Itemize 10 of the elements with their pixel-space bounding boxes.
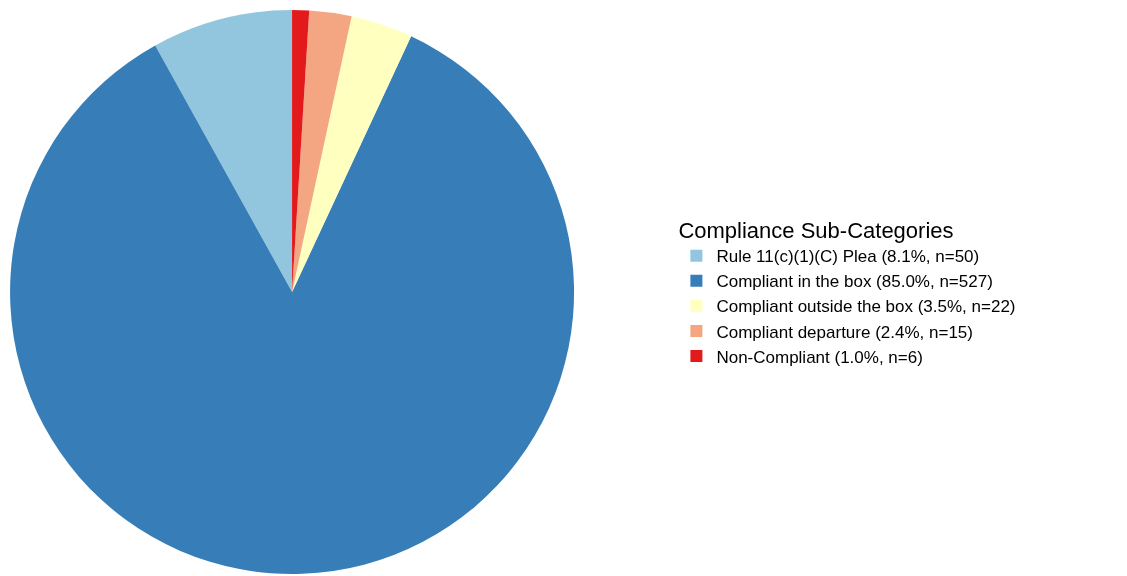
legend-title: Compliance Sub-Categories bbox=[678, 218, 954, 244]
pie-slice bbox=[292, 10, 352, 292]
legend-label: Non-Compliant (1.0%, n=6) bbox=[716, 347, 923, 367]
legend-label: Compliant departure (2.4%, n=15) bbox=[716, 322, 973, 342]
pie-slice bbox=[292, 16, 412, 292]
legend-label: Rule 11(c)(1)(C) Plea (8.1%, n=50) bbox=[716, 247, 980, 267]
pie-slice bbox=[155, 10, 293, 292]
legend-label: Compliant in the box (85.0%, n=527) bbox=[716, 272, 993, 292]
pie-slice bbox=[10, 36, 575, 574]
legend-label: Compliant outside the box (3.5%, n=22) bbox=[716, 297, 1016, 317]
